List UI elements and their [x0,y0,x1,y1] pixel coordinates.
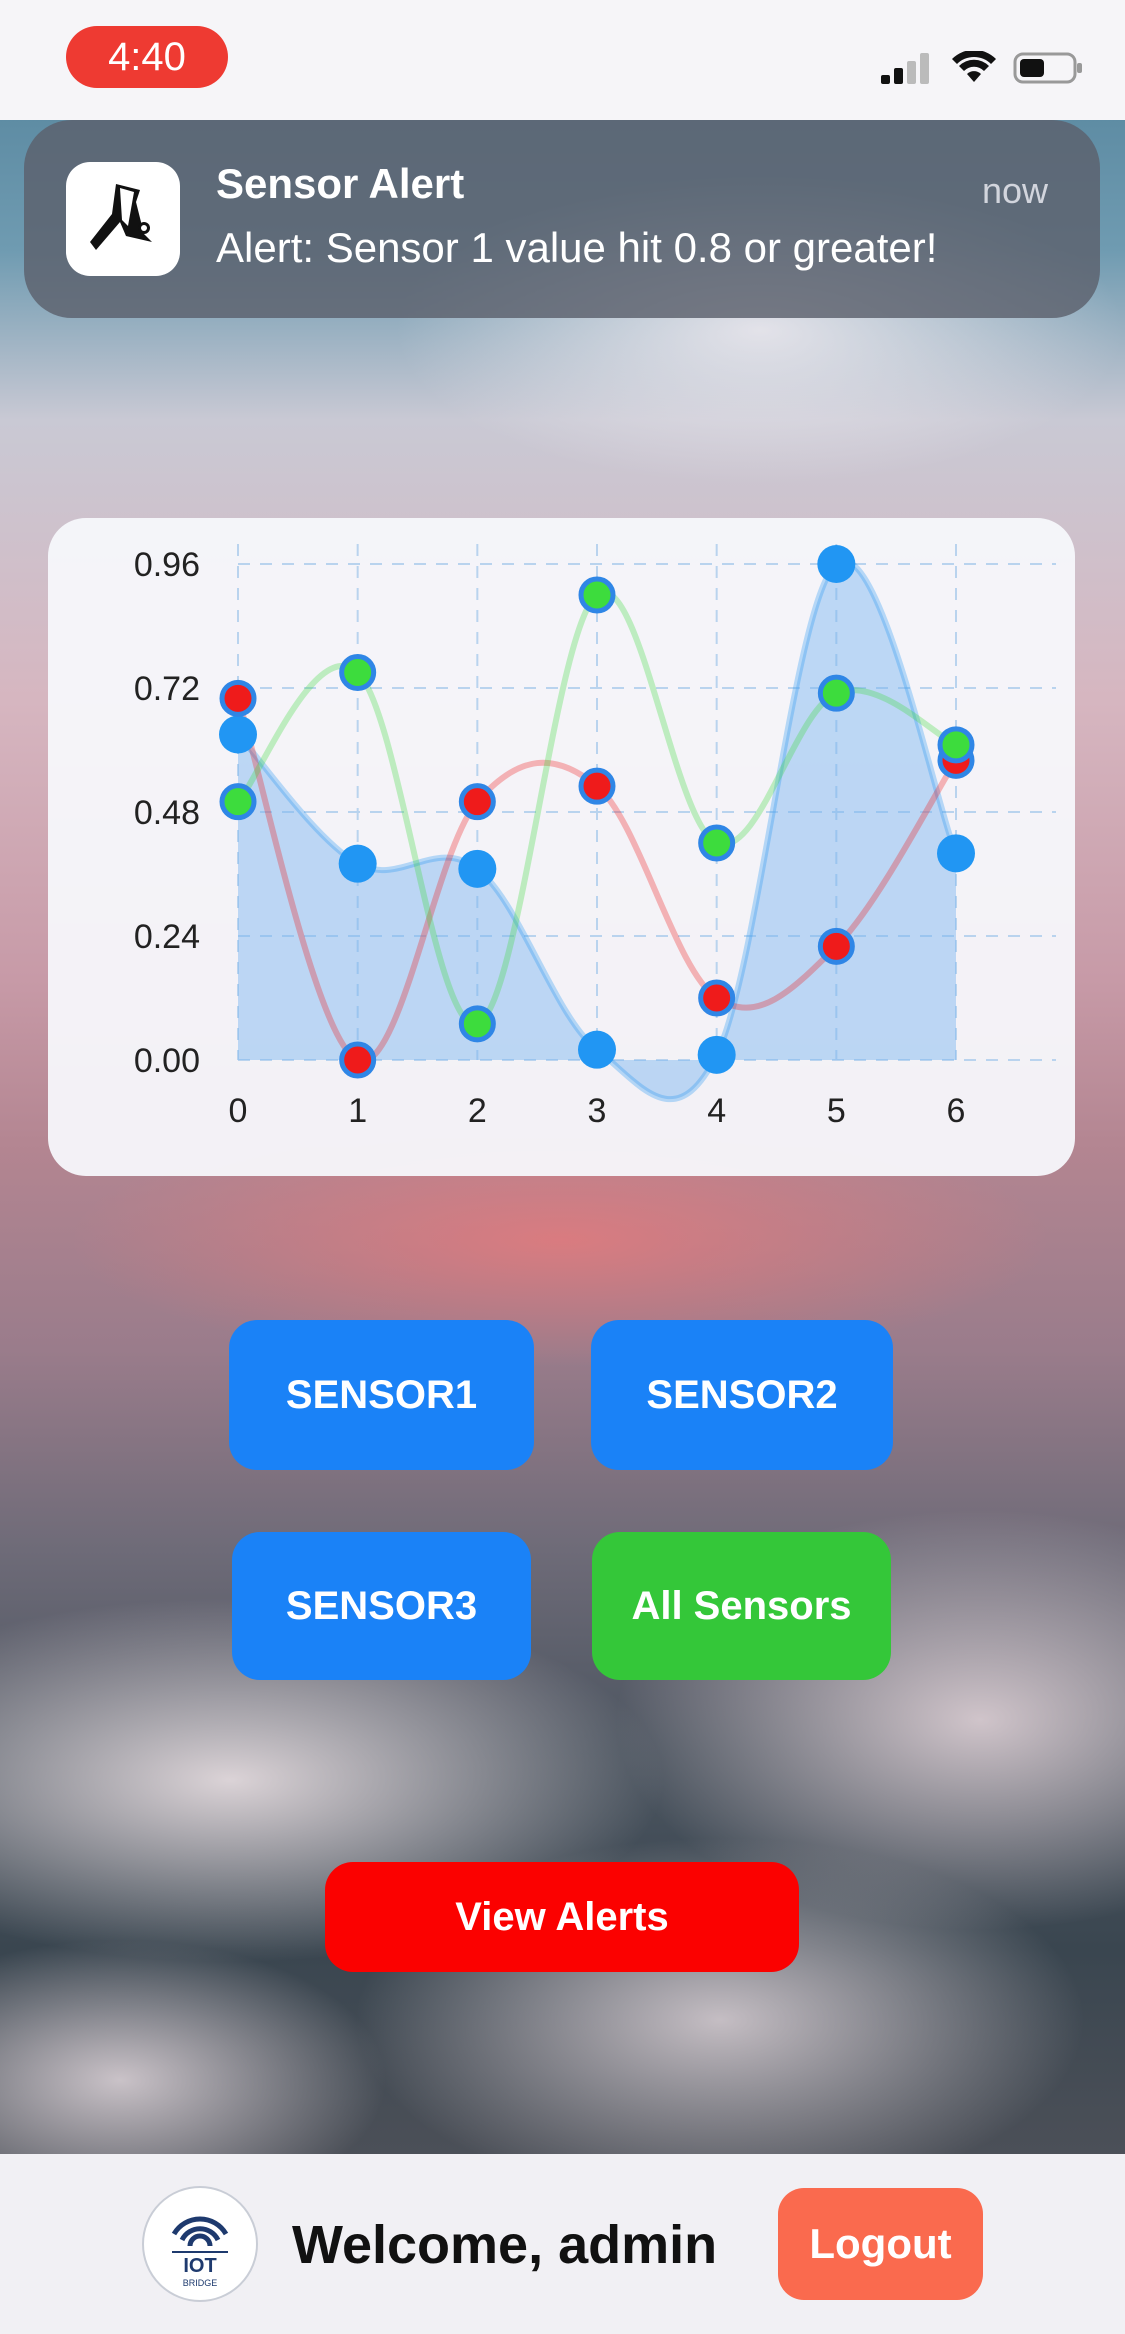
series-2-point [698,979,736,1017]
x-tick-label: 2 [468,1092,487,1130]
notification-time: now [981,170,1048,211]
welcome-text: Welcome, admin [292,2215,718,2275]
series-2-point [817,927,855,965]
y-tick-label: 0.72 [134,670,200,708]
battery-icon [1013,52,1082,84]
series-1-point [338,844,377,883]
y-tick-label: 0.96 [134,546,200,584]
series-1-point [937,834,975,873]
series-1-point [697,1035,736,1074]
x-tick-label: 4 [707,1092,726,1130]
sensor3-button[interactable]: SENSOR3 [232,1532,531,1680]
series-1-point [219,715,257,754]
series-3-point [698,824,736,862]
notification-banner[interactable]: Sensor Alert now Alert: Sensor 1 value h… [24,120,1100,318]
status-icons [879,48,1085,88]
series-3-point [817,674,855,712]
sensor2-button[interactable]: SENSOR2 [591,1320,893,1470]
view-alerts-button[interactable]: View Alerts [325,1862,799,1972]
x-tick-label: 0 [229,1092,248,1130]
iot-bridge-logo: IOT BRIDGE [142,2186,258,2302]
notification-body: Alert: Sensor 1 value hit 0.8 or greater… [216,224,938,271]
series-1-point [817,545,856,583]
x-tick-label: 5 [827,1092,846,1130]
x-tick-label: 3 [588,1092,607,1130]
series-3-point [219,783,257,821]
x-tick-label: 6 [947,1092,966,1130]
series-2-point [219,679,257,717]
series-3-point [458,1005,496,1043]
series-2-point [339,1041,377,1079]
wifi-icon [952,51,996,82]
series-3-point [578,576,616,614]
y-tick-label: 0.24 [134,918,200,956]
y-tick-label: 0.48 [134,794,200,832]
logo-text: IOT [183,2255,216,2277]
bottom-bar: IOT BRIDGE Welcome, admin Logout [0,2154,1125,2334]
series-area-1 [238,560,956,1100]
chart-svg: 0.96 0.72 0.48 0.24 0.00 0 1 2 3 4 5 6 [134,544,1056,1130]
all-sensors-button[interactable]: All Sensors [592,1532,891,1680]
y-tick-label: 0.00 [134,1042,200,1080]
app-icon [66,162,180,276]
status-bar: 4:40 [0,0,1125,120]
series-1-point [458,849,497,888]
logo-subtext: BRIDGE [183,2278,218,2288]
cellular-signal-icon [881,53,929,84]
logout-button[interactable]: Logout [778,2188,983,2300]
series-1-point [578,1030,616,1069]
status-time: 4:40 [66,26,228,88]
x-tick-label: 1 [348,1092,367,1130]
series-2-point [458,783,496,821]
series-2-point [578,767,616,805]
sensor1-button[interactable]: SENSOR1 [229,1320,534,1470]
series-3-point [339,654,377,691]
notification-title: Sensor Alert [216,160,465,207]
sensor-chart: 0.96 0.72 0.48 0.24 0.00 0 1 2 3 4 5 6 [48,518,1075,1176]
series-3-point [937,726,975,764]
